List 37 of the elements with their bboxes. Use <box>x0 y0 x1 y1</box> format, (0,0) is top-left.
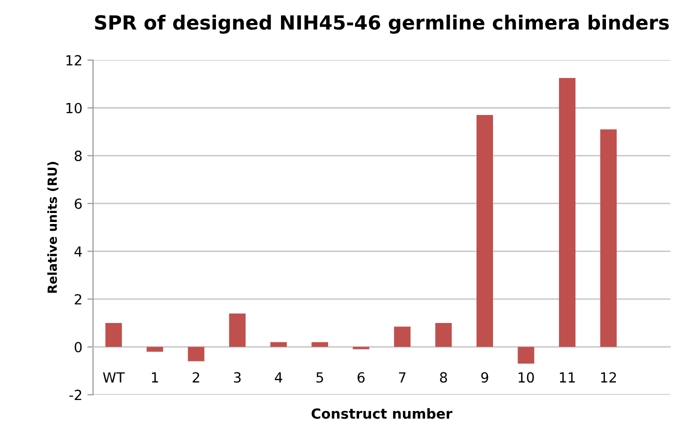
bar <box>600 129 617 347</box>
bar <box>312 342 328 347</box>
bar <box>229 313 246 347</box>
x-tick-label: 2 <box>192 372 200 382</box>
y-tick-label: 0 <box>74 342 82 352</box>
x-tick-label: 11 <box>560 372 575 382</box>
bar <box>105 323 122 347</box>
x-tick-label: 7 <box>399 372 406 382</box>
bar <box>518 346 534 364</box>
y-tick-label: -2 <box>69 390 82 400</box>
bar <box>270 342 287 347</box>
x-tick-label: WT <box>102 372 125 382</box>
x-tick-label: 10 <box>518 372 534 383</box>
x-tick-label: 9 <box>481 372 488 383</box>
bar <box>558 78 576 347</box>
y-tick-label: 4 <box>74 246 82 257</box>
y-axis-title: Relative units (RU) <box>47 162 58 293</box>
x-tick-label: 5 <box>316 372 324 383</box>
chart-title: SPR of designed NIH45-46 germline chimera binders <box>95 14 669 34</box>
x-tick-label: 8 <box>440 372 447 383</box>
bar <box>435 323 452 347</box>
x-tick-label: 1 <box>152 372 158 382</box>
bar <box>476 115 494 347</box>
x-tick-label: 6 <box>358 372 365 383</box>
y-tick-label: 12 <box>66 55 82 66</box>
x-tick-label: 4 <box>274 372 282 382</box>
x-tick-label: 3 <box>234 372 241 383</box>
y-tick-label: 6 <box>74 198 82 209</box>
y-tick-label: 2 <box>74 294 82 304</box>
bar <box>394 326 411 347</box>
x-axis-title: Construct number <box>312 408 452 419</box>
y-tick-label: 10 <box>66 102 82 114</box>
bar <box>352 346 370 350</box>
bar <box>188 346 204 362</box>
x-tick-label: 12 <box>601 372 616 382</box>
bar <box>146 346 164 352</box>
y-tick-label: 8 <box>74 150 82 162</box>
